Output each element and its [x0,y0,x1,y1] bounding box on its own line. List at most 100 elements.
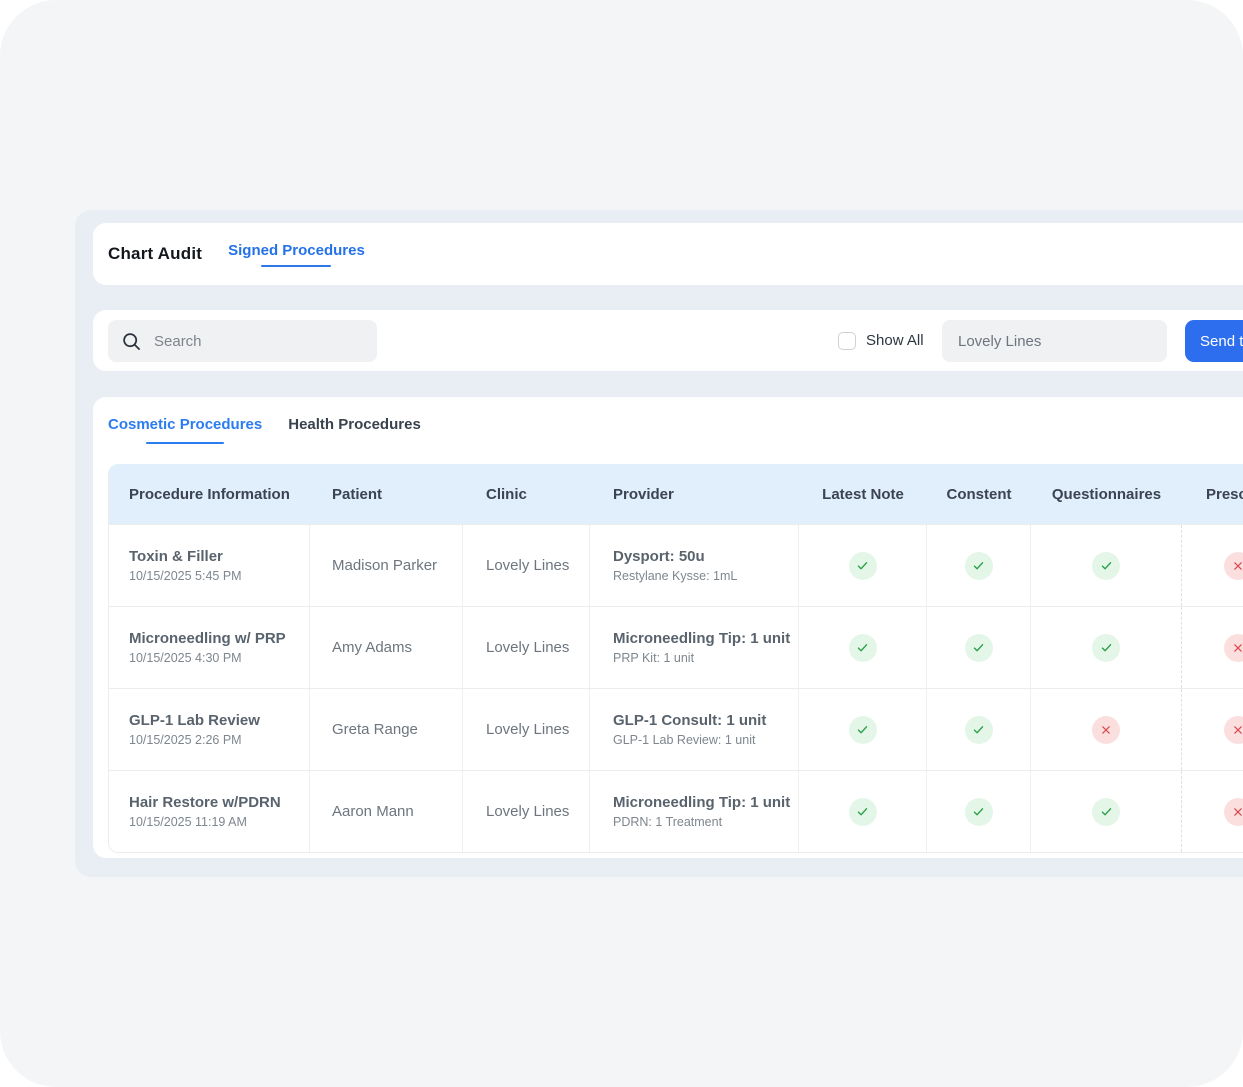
clinic-name: Lovely Lines [486,557,589,574]
column-header: Procedure Information [109,464,310,524]
clinic-cell: Lovely Lines [463,689,590,770]
check-icon [965,552,993,580]
search-field[interactable] [108,320,377,362]
column-header: Prescr [1182,464,1243,524]
signed-procedures-link[interactable]: Signed Procedures [228,242,365,267]
search-input[interactable] [152,332,356,351]
procedure-datetime: 10/15/2025 11:19 AM [129,815,309,829]
provider-line1: Microneedling Tip: 1 unit [613,794,798,811]
provider-cell: GLP-1 Consult: 1 unit GLP-1 Lab Review: … [590,689,799,770]
signed-procedures-underline [261,265,331,267]
check-icon [965,716,993,744]
constent-status [927,689,1031,770]
patient-name: Madison Parker [332,557,462,574]
latest-note-status [799,607,927,688]
check-icon [1092,798,1120,826]
column-header: Patient [310,464,463,524]
show-all-checkbox[interactable] [838,332,856,350]
tab-health-procedures[interactable]: Health Procedures [288,416,421,444]
cross-icon [1224,798,1243,826]
provider-line1: Microneedling Tip: 1 unit [613,630,798,647]
column-header: Provider [590,464,799,524]
clinic-filter-value: Lovely Lines [958,333,1041,350]
active-tab-underline [146,442,224,444]
constent-status [927,771,1031,852]
column-header: Latest Note [799,464,927,524]
procedure-name: Microneedling w/ PRP [129,630,309,647]
questionnaires-status [1031,771,1182,852]
questionnaires-status [1031,525,1182,606]
cross-icon [1224,552,1243,580]
page-title: Chart Audit [108,244,202,264]
send-button[interactable]: Send t [1185,320,1243,362]
procedure-cell: Toxin & Filler 10/15/2025 5:45 PM [109,525,310,606]
patient-cell: Madison Parker [310,525,463,606]
procedure-name: Hair Restore w/PDRN [129,794,309,811]
header-bar: Chart Audit Signed Procedures [93,223,1243,285]
signed-procedures-label: Signed Procedures [228,242,365,259]
procedure-cell: Hair Restore w/PDRN 10/15/2025 11:19 AM [109,771,310,852]
tab-cosmetic-procedures[interactable]: Cosmetic Procedures [108,416,262,444]
provider-cell: Microneedling Tip: 1 unit PDRN: 1 Treatm… [590,771,799,852]
check-icon [965,798,993,826]
app-background: Chart Audit Signed Procedures Show All L… [0,0,1243,1087]
patient-cell: Aaron Mann [310,771,463,852]
procedure-name: Toxin & Filler [129,548,309,565]
provider-line1: GLP-1 Consult: 1 unit [613,712,798,729]
check-icon [849,634,877,662]
provider-cell: Microneedling Tip: 1 unit PRP Kit: 1 uni… [590,607,799,688]
show-all-label: Show All [866,332,924,349]
table-row[interactable]: Hair Restore w/PDRN 10/15/2025 11:19 AM … [109,770,1243,852]
latest-note-status [799,689,927,770]
procedure-cell: Microneedling w/ PRP 10/15/2025 4:30 PM [109,607,310,688]
provider-line2: Restylane Kysse: 1mL [613,569,798,583]
toolbar: Show All Lovely Lines Send t [93,310,1243,371]
procedure-tabs: Cosmetic Procedures Health Procedures [108,416,1243,444]
procedures-card: Cosmetic Procedures Health Procedures Pr… [93,397,1243,858]
search-icon [122,332,141,351]
latest-note-status [799,771,927,852]
prescriptions-status [1182,771,1243,852]
column-header: Questionnaires [1031,464,1182,524]
questionnaires-status [1031,607,1182,688]
column-header: Constent [927,464,1031,524]
prescriptions-status [1182,525,1243,606]
clinic-cell: Lovely Lines [463,525,590,606]
table-row[interactable]: GLP-1 Lab Review 10/15/2025 2:26 PM Gret… [109,688,1243,770]
table-header-row: Procedure InformationPatientClinicProvid… [109,464,1243,524]
provider-line2: PDRN: 1 Treatment [613,815,798,829]
check-icon [1092,552,1120,580]
constent-status [927,607,1031,688]
table-row[interactable]: Microneedling w/ PRP 10/15/2025 4:30 PM … [109,606,1243,688]
constent-status [927,525,1031,606]
provider-line1: Dysport: 50u [613,548,798,565]
clinic-cell: Lovely Lines [463,771,590,852]
procedure-name: GLP-1 Lab Review [129,712,309,729]
procedure-datetime: 10/15/2025 2:26 PM [129,733,309,747]
table-row[interactable]: Toxin & Filler 10/15/2025 5:45 PM Madiso… [109,524,1243,606]
patient-cell: Greta Range [310,689,463,770]
column-header: Clinic [463,464,590,524]
check-icon [849,798,877,826]
prescriptions-status [1182,689,1243,770]
clinic-filter-select[interactable]: Lovely Lines [942,320,1167,362]
clinic-name: Lovely Lines [486,803,589,820]
procedure-cell: GLP-1 Lab Review 10/15/2025 2:26 PM [109,689,310,770]
procedure-datetime: 10/15/2025 5:45 PM [129,569,309,583]
cross-icon [1092,716,1120,744]
check-icon [849,552,877,580]
provider-cell: Dysport: 50u Restylane Kysse: 1mL [590,525,799,606]
check-icon [965,634,993,662]
cross-icon [1224,716,1243,744]
table-body: Toxin & Filler 10/15/2025 5:45 PM Madiso… [109,524,1243,852]
chart-audit-panel: Chart Audit Signed Procedures Show All L… [75,210,1243,877]
check-icon [1092,634,1120,662]
check-icon [849,716,877,744]
procedures-table: Procedure InformationPatientClinicProvid… [108,464,1243,853]
patient-name: Greta Range [332,721,462,738]
patient-cell: Amy Adams [310,607,463,688]
clinic-name: Lovely Lines [486,639,589,656]
cross-icon [1224,634,1243,662]
show-all-control: Show All [838,310,924,371]
clinic-name: Lovely Lines [486,721,589,738]
